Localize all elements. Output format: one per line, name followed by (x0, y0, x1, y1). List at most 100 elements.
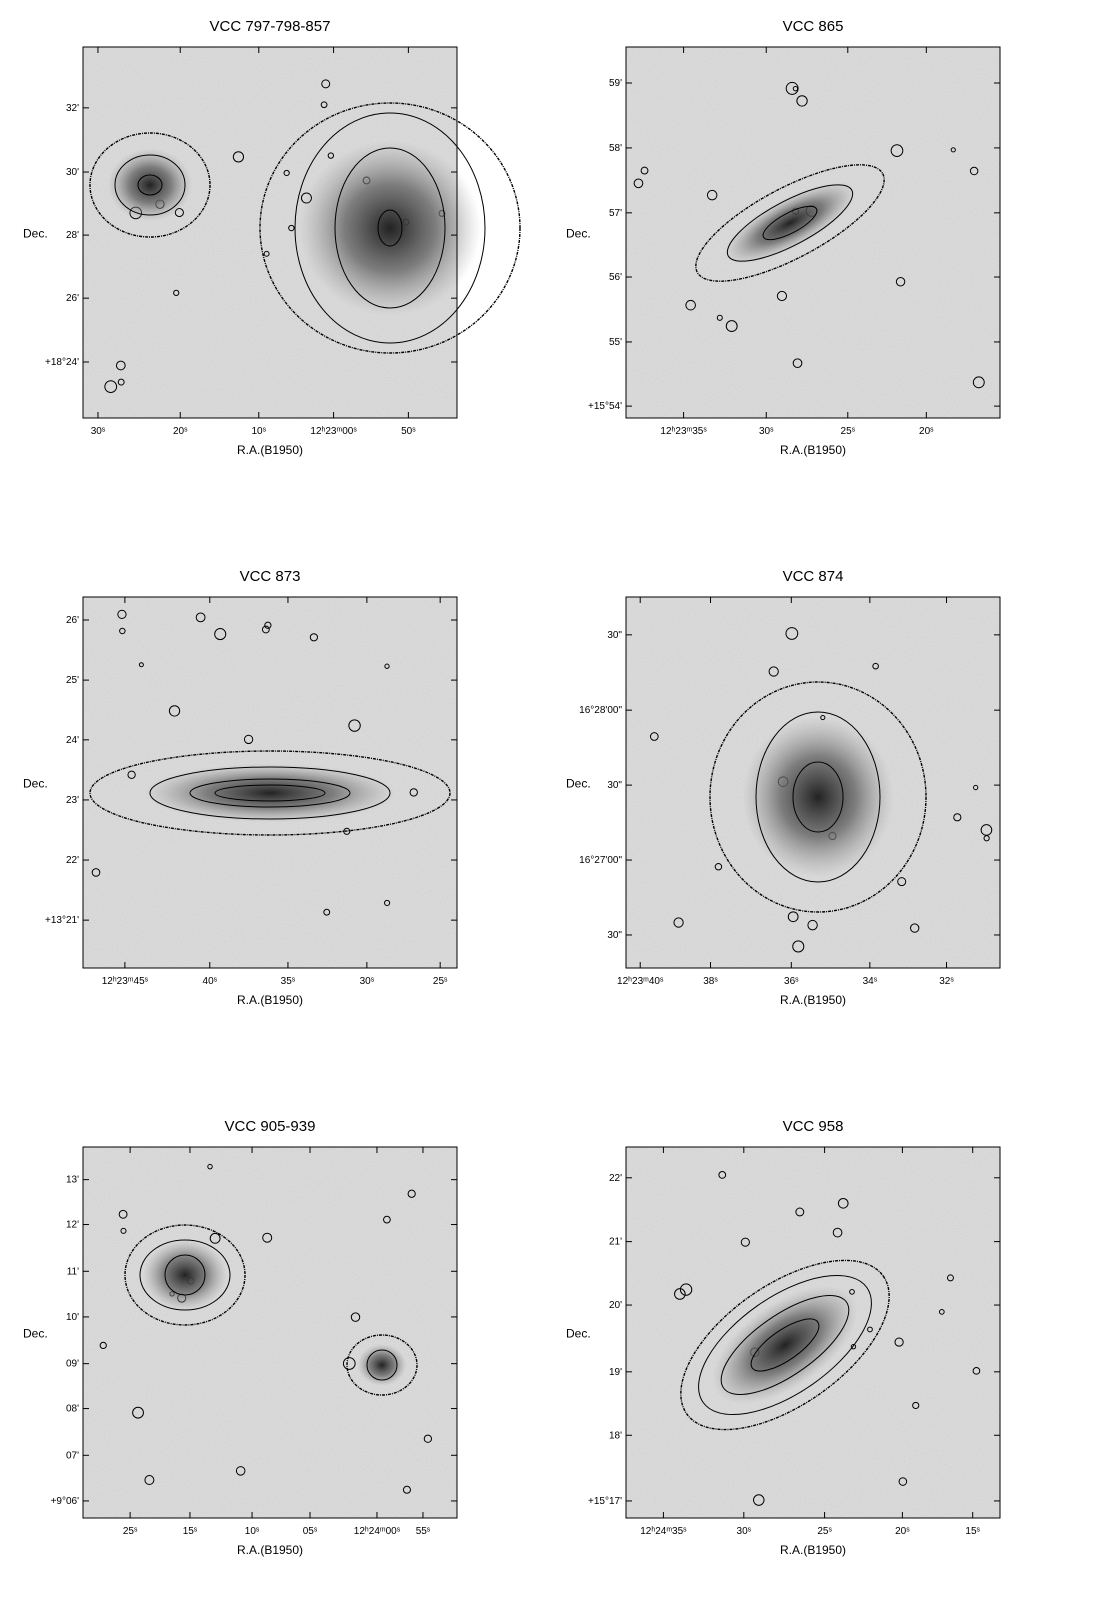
x-tick-label: 15ˢ (183, 1526, 198, 1537)
contour (137, 174, 163, 196)
image-frame (82, 46, 458, 419)
panel-title: VCC 797-798-857 (210, 18, 331, 35)
y-axis-label: Dec. (23, 227, 48, 241)
y-tick-label: 57' (609, 208, 622, 219)
y-tick-label: 16°28'00" (579, 705, 622, 716)
star-contour (384, 663, 390, 669)
contour (792, 761, 844, 833)
contour (89, 132, 211, 238)
contour (698, 1274, 872, 1416)
y-tick-label: 20' (609, 1300, 622, 1311)
star-contour (706, 189, 718, 201)
star-contour (214, 628, 227, 641)
x-tick-label: 20ˢ (895, 1526, 910, 1537)
x-tick-label: 50ˢ (401, 426, 416, 437)
y-tick-label: 09' (66, 1359, 79, 1370)
galaxy-light (144, 763, 396, 823)
contour (259, 102, 521, 354)
panel: VCC 958 Dec. R.A.(B1950) 22' 21' 20' 19' 18' +15… (566, 1118, 1001, 1557)
star-contour (785, 627, 799, 640)
star-contour (120, 1227, 127, 1234)
star-contour (115, 360, 126, 371)
star-contour (263, 250, 270, 257)
y-tick-label: 16°27'00" (579, 855, 622, 866)
star-contour (910, 923, 920, 933)
star-contour (895, 277, 906, 287)
panel: VCC 874 Dec. R.A.(B1950) 30" 16°28'00" 30" 16°… (566, 568, 1001, 1007)
y-tick-label: 58' (609, 143, 622, 154)
star-contour (99, 1341, 107, 1350)
x-tick-label: 15ˢ (965, 1526, 980, 1537)
x-tick-label: 36ˢ (784, 976, 799, 987)
contour (755, 711, 881, 883)
x-tick-label: 12ʰ23ᵐ35ˢ (660, 426, 707, 437)
y-tick-label: +15°17' (588, 1496, 622, 1507)
contour (124, 1224, 246, 1326)
panel-title: VCC 874 (783, 568, 844, 585)
y-tick-label: 59' (609, 78, 622, 89)
star-contour (132, 1406, 144, 1419)
star-contour (894, 1337, 904, 1347)
panel: VCC 905-939 Dec. R.A.(B1950) 13' 12' 11' 10' 09… (23, 1118, 458, 1557)
star-contour (144, 1475, 155, 1485)
galaxy-light (143, 1240, 227, 1310)
galaxy-light (712, 1285, 858, 1405)
panel: VCC 873 Dec. R.A.(B1950) 26' 25' 24' 23' 22' +13… (23, 568, 458, 1007)
x-axis-label: R.A.(B1950) (237, 993, 303, 1007)
x-tick-label: 30ˢ (91, 426, 106, 437)
star-contour (740, 1237, 750, 1247)
star-contour (118, 1209, 128, 1219)
x-tick-label: 32ˢ (939, 976, 954, 987)
star-contour (407, 1189, 416, 1198)
star-contour (953, 813, 962, 822)
y-tick-label: 30" (607, 930, 622, 941)
y-axis-label: Dec. (23, 777, 48, 791)
star-contour (119, 627, 126, 635)
y-tick-label: 55' (609, 337, 622, 348)
x-tick-label: 12ʰ24ᵐ35ˢ (640, 1526, 687, 1537)
y-tick-label: 56' (609, 272, 622, 283)
star-contour (872, 662, 879, 670)
y-tick-label: 19' (609, 1367, 622, 1378)
x-tick-label: 12ʰ23ᵐ40ˢ (617, 976, 664, 987)
galaxy-light (724, 182, 856, 264)
star-contour (718, 1170, 727, 1179)
image-frame (625, 596, 1001, 969)
y-tick-label: 21' (609, 1237, 622, 1248)
x-axis-label: R.A.(B1950) (237, 443, 303, 457)
galaxy-light (108, 148, 192, 222)
star-contour (938, 1309, 945, 1315)
x-tick-label: 12ʰ23ᵐ45ˢ (102, 976, 149, 987)
star-contour (423, 1434, 433, 1443)
contour (366, 1349, 398, 1381)
y-axis-label: Dec. (566, 777, 591, 791)
star-contour (168, 705, 181, 717)
star-contour (679, 1283, 693, 1296)
star-contour (173, 289, 180, 296)
star-contour (768, 666, 779, 677)
star-contour (104, 380, 118, 394)
contour (114, 154, 186, 216)
star-contour (795, 1207, 805, 1217)
x-tick-label: 20ˢ (173, 426, 188, 437)
y-tick-label: +15°54' (588, 401, 622, 412)
x-axis-label: R.A.(B1950) (780, 443, 846, 457)
x-tick-label: 10ˢ (252, 426, 267, 437)
image-frame (82, 1146, 458, 1519)
star-contour (409, 788, 418, 797)
star-contour (243, 734, 254, 745)
x-tick-label: 38ˢ (703, 976, 718, 987)
star-contour (792, 358, 803, 369)
panel-title: VCC 905-939 (225, 1118, 316, 1135)
star-contour (320, 101, 328, 109)
y-tick-label: 12' (66, 1220, 79, 1231)
star-contour (832, 1227, 843, 1238)
contour (377, 209, 403, 247)
x-tick-label: 35ˢ (281, 976, 296, 987)
star-contour (890, 144, 904, 157)
x-tick-label: 25ˢ (433, 976, 448, 987)
contour (762, 205, 818, 241)
x-tick-label: 12ʰ23ᵐ00ˢ (310, 426, 357, 437)
star-contour (288, 224, 295, 232)
star-contour (138, 662, 144, 668)
